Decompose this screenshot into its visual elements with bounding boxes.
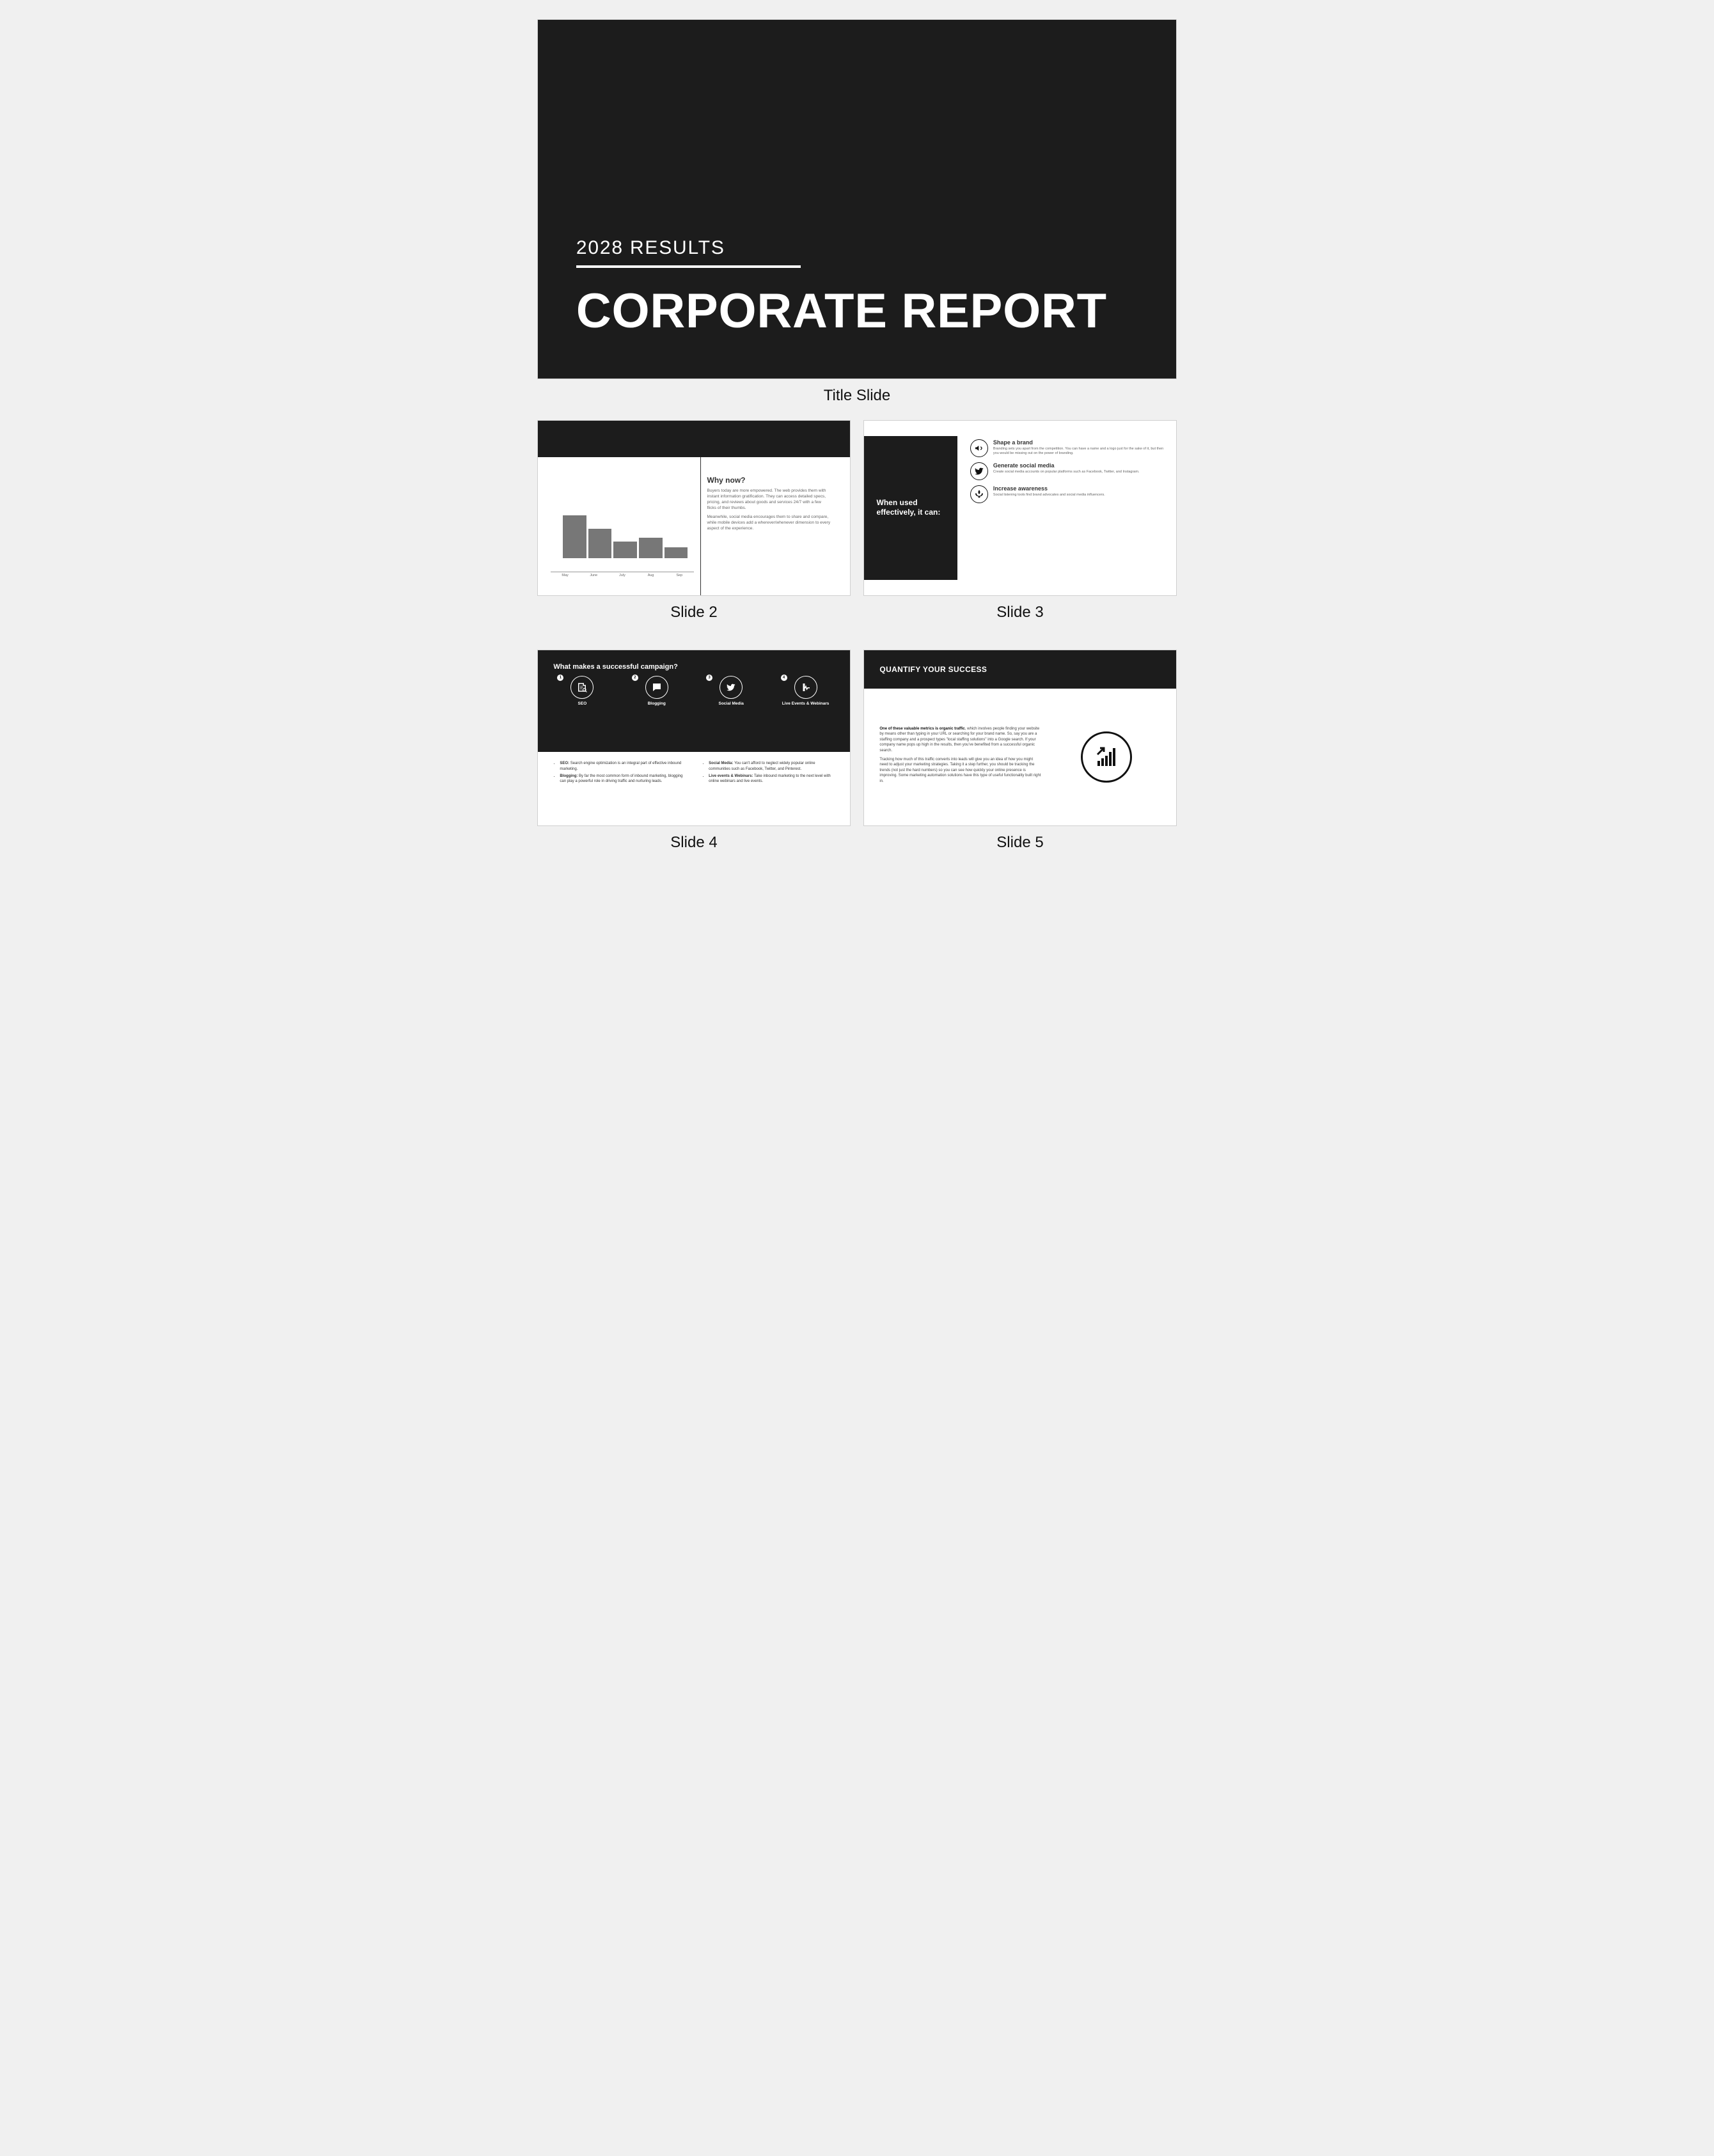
pillar-number: 2 [632,675,638,681]
label-slide-3: Slide 3 [863,604,1177,621]
chart-bar [664,547,688,558]
chart-axis-label: Aug [636,572,665,577]
bullet-item: Social Media: You can't afford to neglec… [709,761,834,771]
bullet-item: SEO: Search engine optimization is an in… [560,761,685,771]
feature-title: Increase awareness [993,485,1105,492]
pillar-label: Live Events & Webinars [777,701,835,706]
chart-axis-label: Sep [665,572,694,577]
feature-desc: Create social media accounts on popular … [993,470,1140,474]
slide5-para1: One of these valuable metrics is organic… [879,726,1041,753]
feature-desc: Branding sets you apart from the competi… [993,447,1164,456]
label-title-slide: Title Slide [537,387,1177,405]
slide-2: MayJuneJulyAugSep Why now? Buyers today … [537,420,851,597]
pillar-label: Social Media [702,701,760,706]
slide2-heading: Why now? [707,476,831,485]
plant-icon [970,485,988,503]
feature-item: Generate social mediaCreate social media… [970,462,1164,480]
pillar-number: 4 [781,675,787,681]
chart-axis-label: July [608,572,637,577]
title-divider [576,265,801,268]
chart-bar [613,542,637,558]
chat-icon [645,676,668,699]
title-main: CORPORATE REPORT [576,283,1138,339]
campaign-pillar: 4 Live Events & Webinars [777,676,835,706]
chart-bar [639,538,663,558]
title-slide: 2028 RESULTS CORPORATE REPORT [537,19,1177,379]
slide2-para1: Buyers today are more empowered. The web… [707,488,831,511]
slide5-para2: Tracking how much of this traffic conver… [879,757,1041,784]
pillar-number: 3 [706,675,712,681]
chart-bar [588,529,612,558]
growth-chart-icon [1081,731,1132,783]
feature-item: Shape a brandBranding sets you apart fro… [970,439,1164,457]
slide3-heading: When used effectively, it can: [877,498,945,517]
feature-item: Increase awarenessSocial listening tools… [970,485,1164,503]
pillar-label: Blogging [628,701,686,706]
bullet-item: Blogging: By far the most common form of… [560,774,685,784]
chart-axis-label: May [551,572,579,577]
feature-title: Shape a brand [993,439,1164,446]
megaphone-icon [970,439,988,457]
feature-title: Generate social media [993,462,1140,469]
chart-axis-label: June [579,572,608,577]
label-slide-2: Slide 2 [537,604,851,621]
slide-4: What makes a successful campaign? 1 SEO 2 B… [537,650,851,826]
label-slide-4: Slide 4 [537,834,851,852]
pillar-label: SEO [553,701,611,706]
slide-3: When used effectively, it can: Shape a b… [863,420,1177,597]
slide4-heading: What makes a successful campaign? [553,663,834,671]
title-kicker: 2028 RESULTS [576,237,1138,259]
slide5-heading: QUANTIFY YOUR SUCCESS [879,665,987,674]
campaign-pillar: 3 Social Media [702,676,760,706]
pulse-icon [794,676,817,699]
slide-5: QUANTIFY YOUR SUCCESS One of these valua… [863,650,1177,826]
doc-search-icon [570,676,594,699]
twitter-icon [970,462,988,480]
twitter-icon [719,676,743,699]
pillar-number: 1 [557,675,563,681]
feature-desc: Social listening tools find brand advoca… [993,493,1105,497]
chart-bar [563,515,586,558]
bullet-item: Live events & Webinars: Take inbound mar… [709,774,834,784]
slide2-para2: Meanwhile, social media encourages them … [707,515,831,531]
campaign-pillar: 1 SEO [553,676,611,706]
label-slide-5: Slide 5 [863,834,1177,852]
campaign-pillar: 2 Blogging [628,676,686,706]
slide2-bar-chart: MayJuneJulyAugSep [538,457,700,595]
